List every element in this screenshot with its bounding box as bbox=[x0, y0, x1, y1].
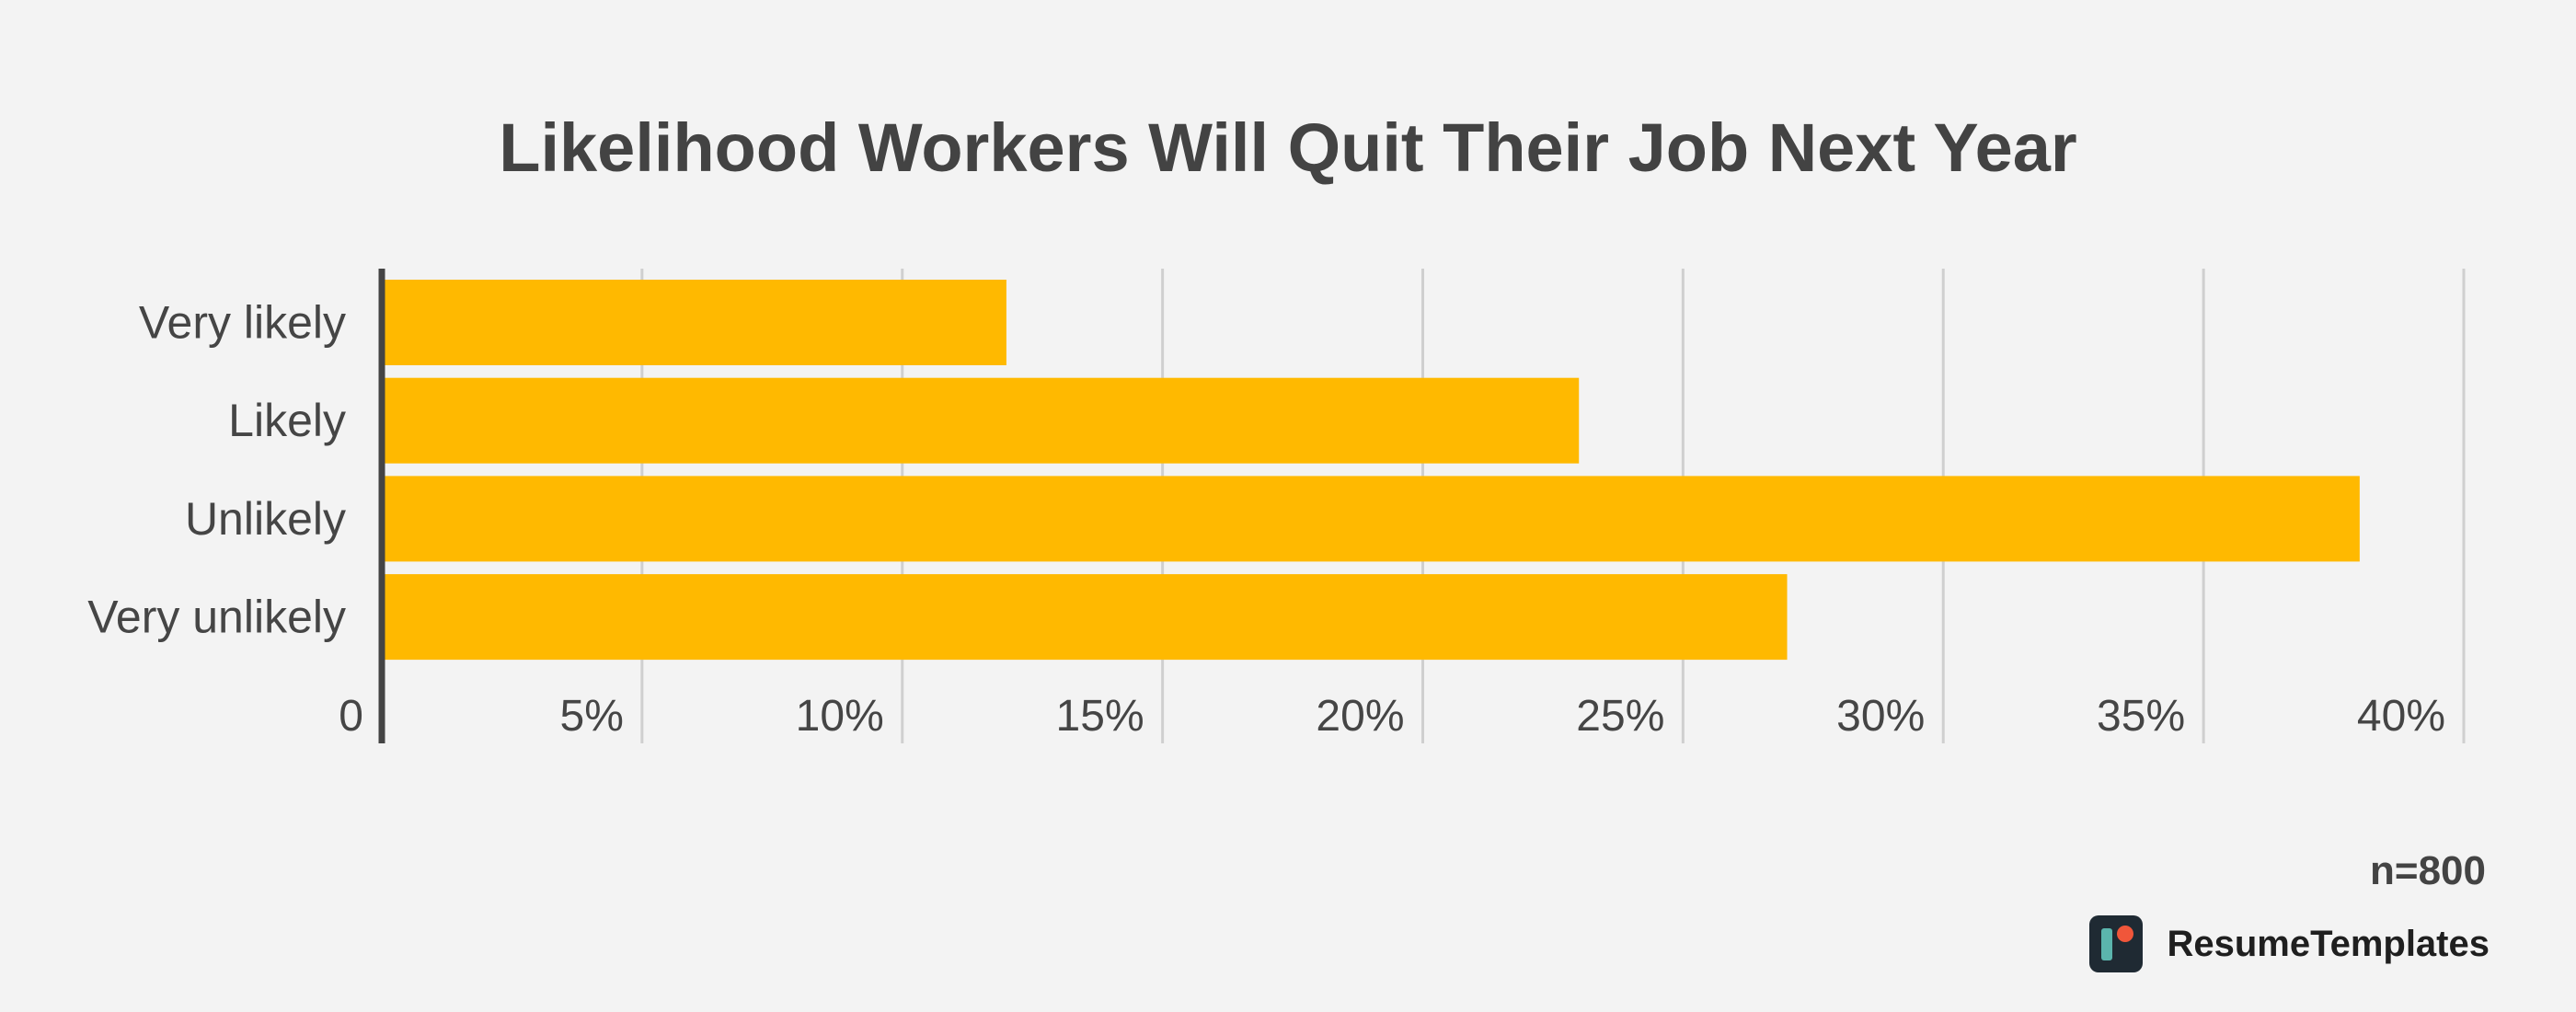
category-label: Unlikely bbox=[185, 493, 346, 545]
bars bbox=[382, 280, 2360, 661]
category-label: Very likely bbox=[139, 297, 346, 349]
category-label: Very unlikely bbox=[87, 592, 346, 643]
x-tick-label: 5% bbox=[560, 692, 624, 741]
x-tick-label: 35% bbox=[2097, 692, 2185, 741]
x-tick-label: 40% bbox=[2357, 692, 2445, 741]
x-tick-label: 25% bbox=[1576, 692, 1664, 741]
x-tick-label: 10% bbox=[796, 692, 884, 741]
bar-very-unlikely bbox=[382, 574, 1788, 661]
x-tick-label: 15% bbox=[1056, 692, 1144, 741]
sample-size-note: n=800 bbox=[2370, 848, 2486, 893]
x-tick-labels: 0 5% 10% 15% 20% 25% 30% 35% 40% bbox=[339, 692, 2445, 741]
brand-name: ResumeTemplates bbox=[2167, 923, 2490, 964]
resumetemplates-logo-icon bbox=[2089, 915, 2144, 972]
x-tick-label: 0 bbox=[339, 692, 363, 741]
chart-title: Likelihood Workers Will Quit Their Job N… bbox=[499, 109, 2077, 186]
x-tick-label: 30% bbox=[1836, 692, 1925, 741]
brand: ResumeTemplates bbox=[2089, 915, 2490, 972]
bar-unlikely bbox=[382, 476, 2360, 562]
category-label: Likely bbox=[228, 395, 346, 446]
bar-very-likely bbox=[382, 280, 1006, 365]
x-tick-label: 20% bbox=[1316, 692, 1404, 741]
bar-likely bbox=[382, 377, 1580, 464]
category-labels: Very likely Likely Unlikely Very unlikely bbox=[87, 297, 346, 643]
